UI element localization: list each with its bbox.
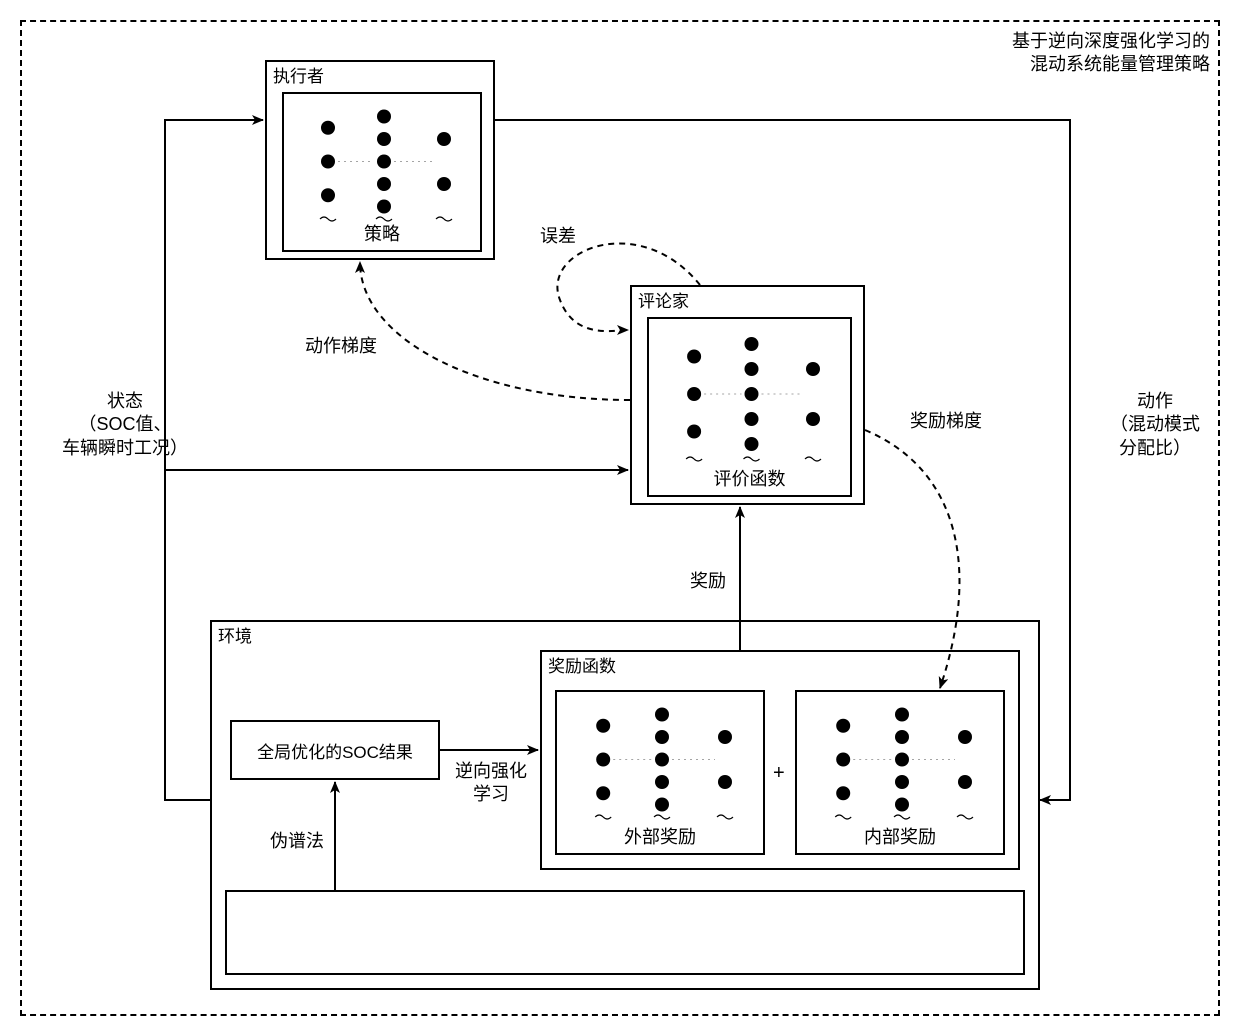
critic-box: 评论家 评价函数 [630, 285, 865, 505]
inverse-rl-l2: 学习 [473, 784, 509, 804]
action-l2: （混动模式 [1110, 414, 1200, 434]
error-label: 误差 [540, 225, 576, 248]
diagram-title: 基于逆向深度强化学习的 混动系统能量管理策略 [1012, 30, 1210, 77]
reward-gradient-label: 奖励梯度 [910, 410, 982, 433]
int-reward-box: 内部奖励 [795, 690, 1005, 855]
int-reward-caption: 内部奖励 [797, 823, 1003, 849]
action-label: 动作 （混动模式 分配比） [1095, 390, 1215, 460]
actor-nn-svg [284, 94, 484, 229]
critic-header: 评论家 [638, 291, 689, 313]
action-l1: 动作 [1137, 391, 1173, 411]
ext-reward-caption: 外部奖励 [557, 823, 763, 849]
reward-label: 奖励 [690, 570, 726, 593]
inverse-rl-label: 逆向强化 学习 [455, 760, 527, 807]
actor-nn-caption: 策略 [284, 220, 480, 246]
actor-header: 执行者 [273, 66, 324, 88]
ext-reward-nn-svg [557, 692, 767, 827]
soc-result-text: 全局优化的SOC结果 [257, 738, 413, 763]
critic-nn-caption: 评价函数 [649, 465, 850, 491]
plus-sign: + [773, 760, 785, 786]
ext-reward-box: 外部奖励 [555, 690, 765, 855]
inverse-rl-l1: 逆向强化 [455, 761, 527, 781]
title-line1: 基于逆向深度强化学习的 [1012, 31, 1210, 51]
title-line2: 混动系统能量管理策略 [1030, 54, 1210, 74]
state-label: 状态 （SOC值、 车辆瞬时工况） [50, 390, 200, 460]
state-l3: 车辆瞬时工况） [62, 438, 188, 458]
action-l3: 分配比） [1119, 438, 1191, 458]
env-header: 环境 [218, 626, 252, 648]
soc-result-box: 全局优化的SOC结果 [230, 720, 440, 780]
int-reward-nn-svg [797, 692, 1007, 827]
actor-box: 执行者 策略 [265, 60, 495, 260]
critic-nn-svg [649, 319, 854, 469]
state-l1: 状态 [107, 391, 143, 411]
vehicle-container-box [225, 890, 1025, 975]
actor-nn-box: 策略 [282, 92, 482, 252]
critic-nn-box: 评价函数 [647, 317, 852, 497]
action-gradient-label: 动作梯度 [305, 335, 377, 358]
state-l2: （SOC值、 [78, 414, 171, 434]
pseudo-spectral-label: 伪谱法 [270, 830, 324, 853]
reward-fn-header: 奖励函数 [548, 656, 616, 678]
